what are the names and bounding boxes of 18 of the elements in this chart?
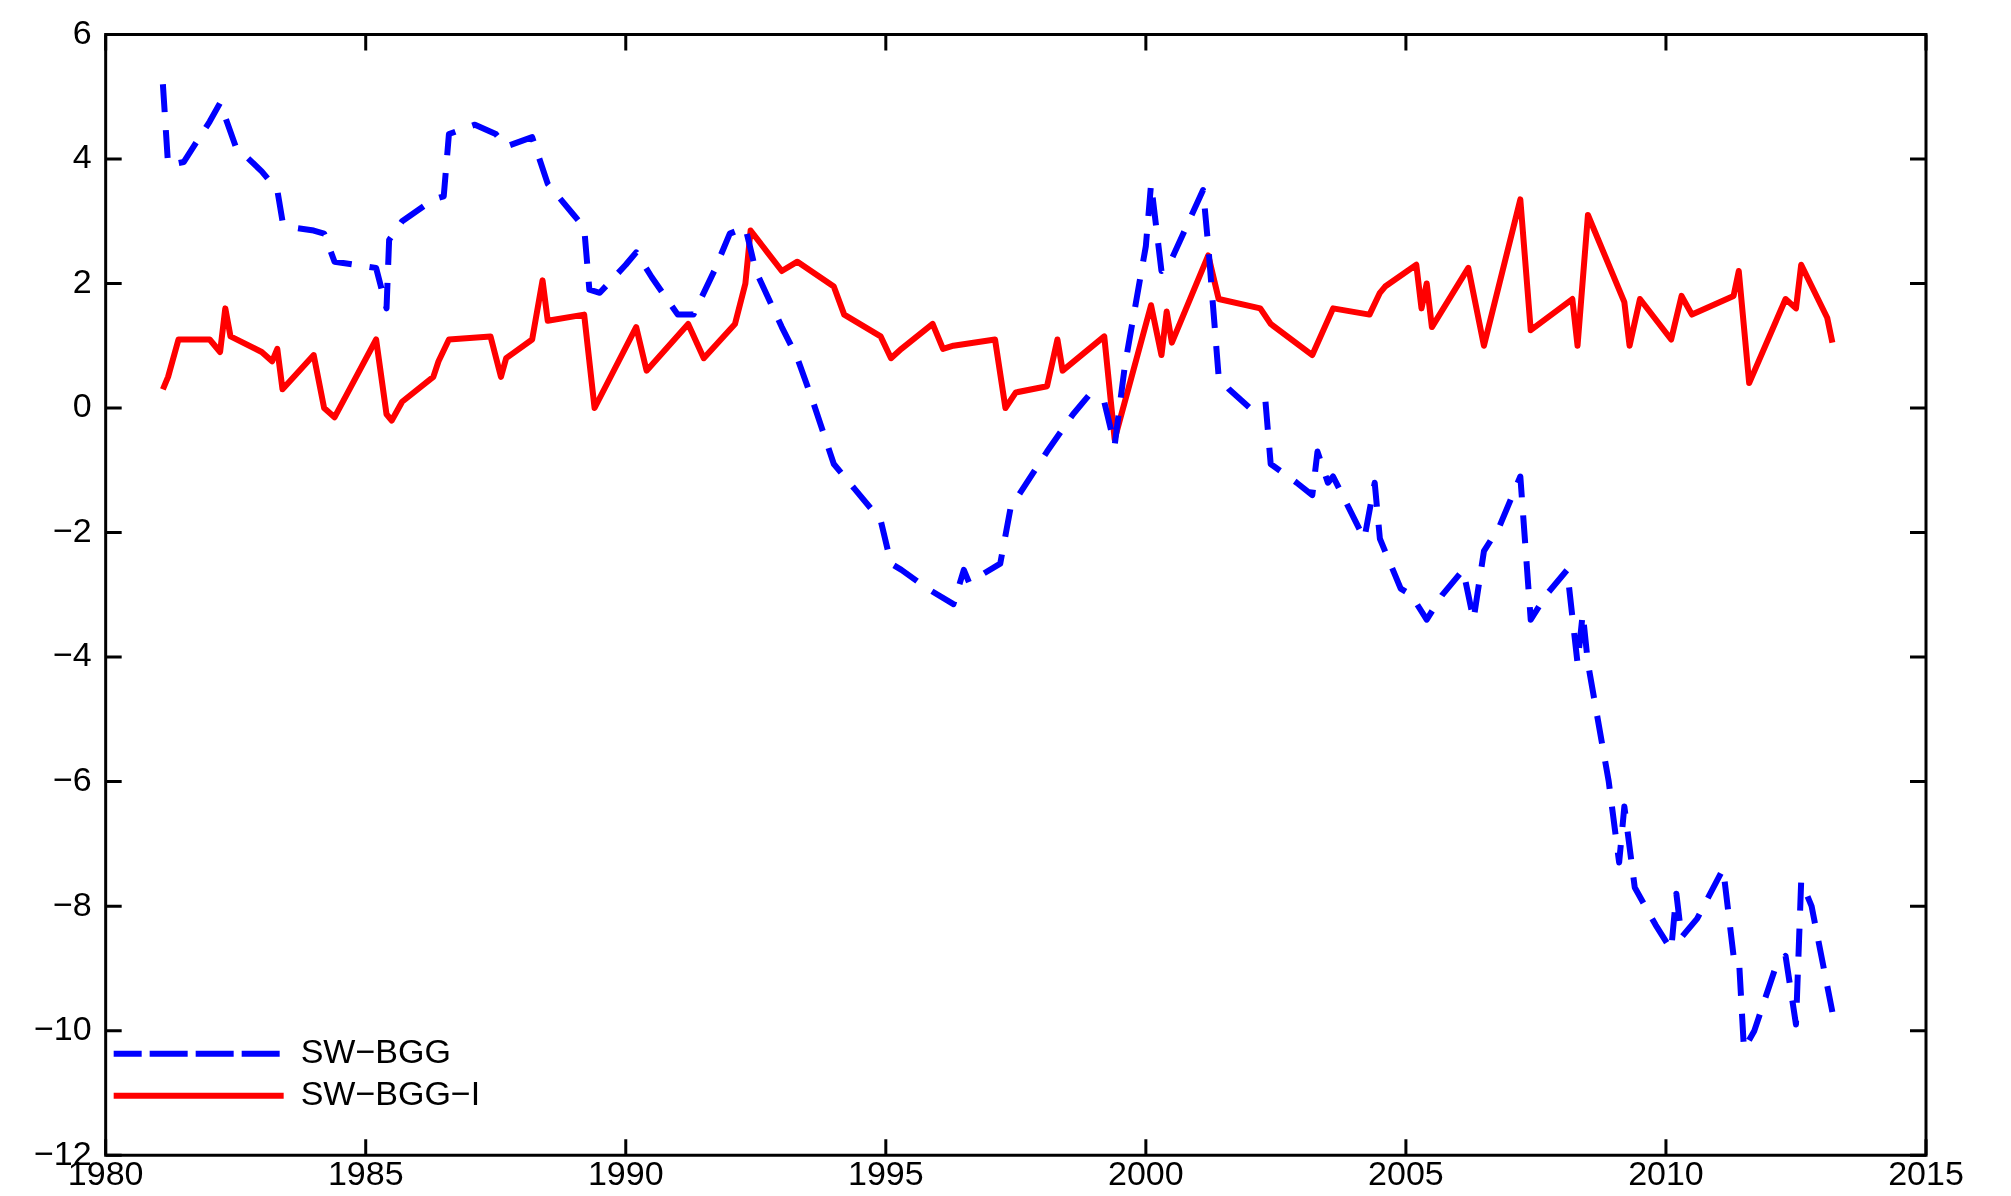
y-tick-label: −10 [33,1009,92,1048]
x-tick-label: 1985 [327,1153,404,1192]
y-tick-label: −6 [52,759,92,798]
legend-label: SW−BGG [300,1032,451,1071]
x-tick-label: 2010 [1628,1153,1704,1192]
y-tick-label: −8 [52,884,92,923]
y-tick-label: −4 [52,635,92,674]
y-tick-label: 2 [72,261,92,300]
y-tick-label: 6 [72,12,92,51]
legend-label: SW−BGG−I [300,1074,481,1113]
x-tick-label: 2015 [1888,1153,1964,1192]
y-tick-label: −2 [52,510,92,549]
x-tick-label: 1990 [587,1153,664,1192]
y-tick-label: 0 [72,386,92,425]
y-tick-label: 4 [72,137,92,176]
x-tick-label: 2005 [1368,1153,1444,1192]
x-tick-label: 1995 [847,1153,924,1192]
x-tick-label: 2000 [1108,1153,1184,1192]
